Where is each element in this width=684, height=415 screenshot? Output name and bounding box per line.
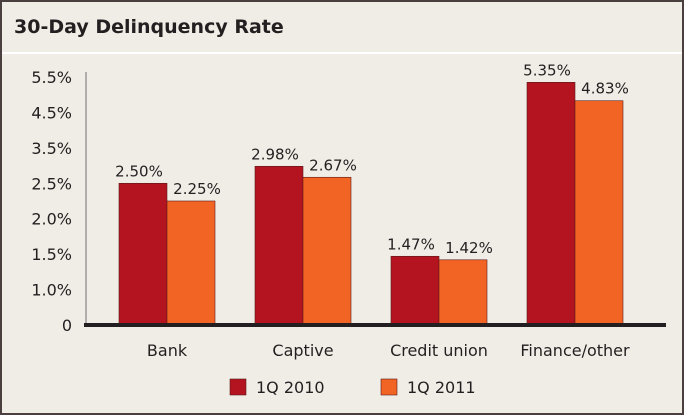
x-tick-label: Credit union [390,341,488,360]
y-tick-label: 1.0% [31,281,72,300]
data-label: 1.42% [445,239,493,257]
y-tick-label: 0 [62,316,72,335]
y-tick-label: 2.0% [31,210,72,229]
legend-label: 1Q 2010 [256,378,325,397]
data-label: 5.35% [523,61,571,79]
data-label: 2.25% [173,180,221,198]
bar-1q-2010 [118,182,168,326]
y-tick-label: 5.5% [31,68,72,87]
chart-title: 30-Day Delinquency Rate [14,16,284,38]
legend-swatch [380,378,398,396]
bar-1q-2010 [390,255,440,326]
data-label: 2.67% [309,156,357,174]
bar-1q-2010 [526,82,576,326]
y-tick-label: 1.5% [31,245,72,264]
y-tick-label: 4.5% [31,103,72,122]
x-tick-label: Finance/other [520,341,630,360]
bar-1q-2011 [302,176,352,326]
x-tick-label: Bank [147,341,188,360]
bar-1q-2011 [574,100,624,326]
bar-1q-2011 [166,200,216,326]
legend-swatch [229,378,247,396]
y-tick-label: 2.5% [31,174,72,193]
legend-label: 1Q 2011 [407,378,476,397]
data-label: 4.83% [581,80,629,98]
x-tick-label: Captive [272,341,333,360]
y-tick-label: 3.5% [31,139,72,158]
bar-1q-2011 [438,259,488,326]
data-label: 2.50% [115,162,163,180]
title-divider [2,52,682,54]
bar-1q-2010 [254,165,304,326]
data-label: 1.47% [387,235,435,253]
data-label: 2.98% [251,145,299,163]
